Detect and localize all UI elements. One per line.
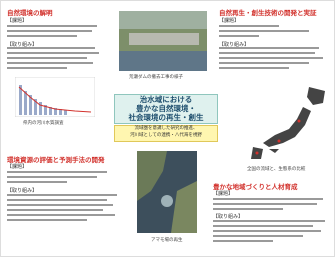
caption: 荒瀬ダムの撤去工事の様子 [129, 74, 183, 80]
text-block [219, 25, 329, 75]
caption: 県内の河川水質調査 [23, 120, 64, 126]
section-heading: 自然環境の解明 [7, 7, 53, 17]
center-note: 流域圏を意識した研究の推進、 河川域としての連携・八代海を視野 [114, 125, 218, 142]
title-line: 社会環境の再生・創生 [115, 113, 217, 122]
photo-satellite [137, 151, 197, 233]
label: 【課題】 [213, 190, 233, 197]
photo-dam [119, 11, 207, 71]
text-block [213, 198, 331, 248]
figure-chart [15, 77, 95, 117]
caption: 全国の流域と、生態系の比較 [247, 166, 305, 172]
label: 【課題】 [219, 17, 239, 24]
label: 【課題】 [7, 17, 27, 24]
map-japan [239, 85, 331, 163]
label: 【課題】 [7, 163, 27, 170]
note-line: 河川域としての連携・八代海を視野 [115, 133, 217, 140]
text-block [7, 25, 102, 73]
section-heading: 自然再生・創生技術の開発と実証 [219, 7, 317, 17]
poster: 自然環境の解明 【課題】 【取り組み】 県内の河川水質調査 荒瀬ダムの撤去工事の… [0, 0, 335, 257]
caption: アマモ場の再生 [151, 237, 183, 243]
title-line: 豊かな自然環境・ [115, 104, 217, 113]
title-line: 治水域における [115, 95, 217, 104]
center-title: 治水域における 豊かな自然環境・ 社会環境の再生・創生 [114, 94, 218, 124]
text-block [7, 171, 127, 231]
